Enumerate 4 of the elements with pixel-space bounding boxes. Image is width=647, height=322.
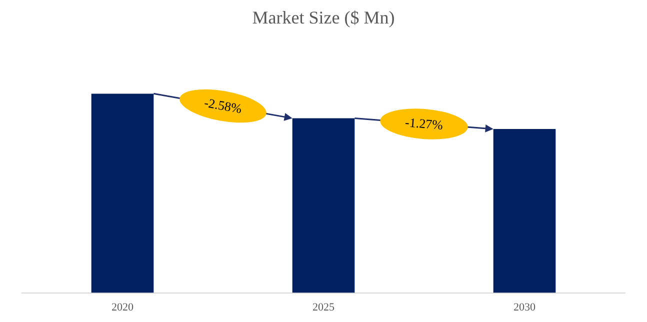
x-tick-label: 2030	[514, 301, 536, 314]
chart-title: Market Size ($ Mn)	[252, 8, 395, 28]
x-tick-label: 2020	[112, 301, 134, 314]
x-tick-label: 2025	[312, 301, 335, 314]
